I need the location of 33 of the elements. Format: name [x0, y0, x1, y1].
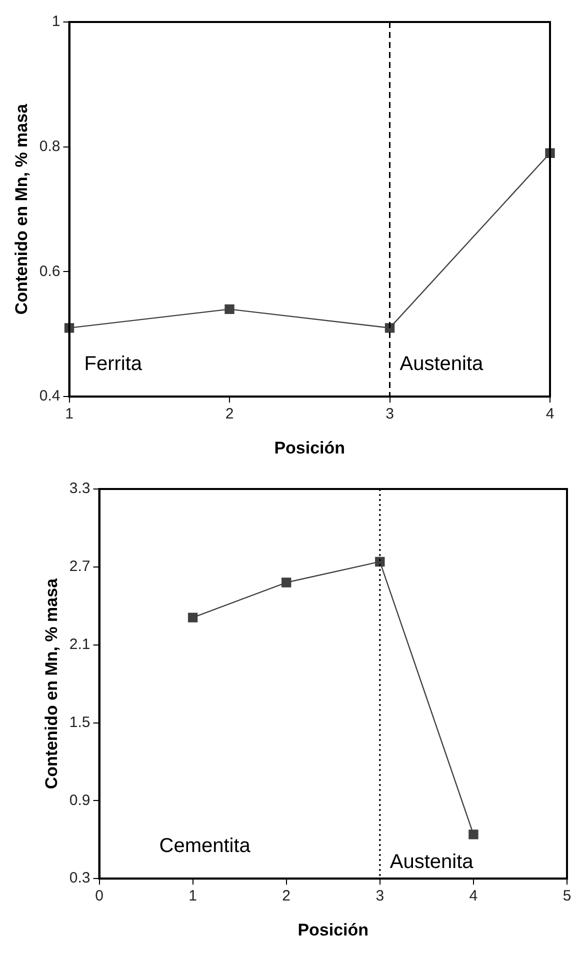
y-tick-label: 0.9: [69, 792, 90, 809]
x-tick-label: 5: [562, 888, 572, 905]
annotation: Austenita: [390, 851, 474, 874]
x-axis-title: Posición: [298, 920, 369, 940]
y-tick-label: 0.8: [39, 138, 60, 156]
point: [468, 830, 478, 840]
x-tick-label: 0: [95, 888, 104, 905]
y-tick-label: 0.4: [39, 388, 60, 405]
x-tick-label: 3: [386, 406, 394, 423]
point: [375, 556, 385, 567]
y-tick-label: 3.3: [69, 480, 90, 498]
x-tick-label: 1: [188, 888, 197, 905]
annotation: Ferrita: [84, 353, 143, 376]
x-tick-label: 4: [469, 888, 478, 905]
x-tick-label: 4: [546, 406, 554, 423]
y-tick-label: 2.7: [69, 558, 90, 576]
point: [384, 323, 395, 333]
annotation: Cementita: [159, 835, 252, 858]
point: [224, 304, 234, 314]
y-tick-label: 1: [52, 13, 60, 30]
point: [188, 612, 198, 622]
point: [282, 578, 292, 588]
y-axis-title: Contenido en Mn, % masa: [12, 103, 31, 315]
y-tick-label: 0.3: [69, 870, 90, 887]
x-axis-title: Posición: [274, 438, 346, 458]
x-tick-label: 2: [225, 406, 234, 423]
x-tick-label: 3: [376, 888, 384, 905]
y-tick-label: 2.1: [69, 636, 90, 653]
x-tick-label: 2: [282, 888, 291, 905]
y-tick-label: 1.5: [69, 714, 90, 731]
annotation: Austenita: [400, 353, 484, 376]
y-tick-label: 0.6: [39, 262, 60, 280]
y-axis-title: Contenido en Mn, % masa: [42, 578, 61, 790]
